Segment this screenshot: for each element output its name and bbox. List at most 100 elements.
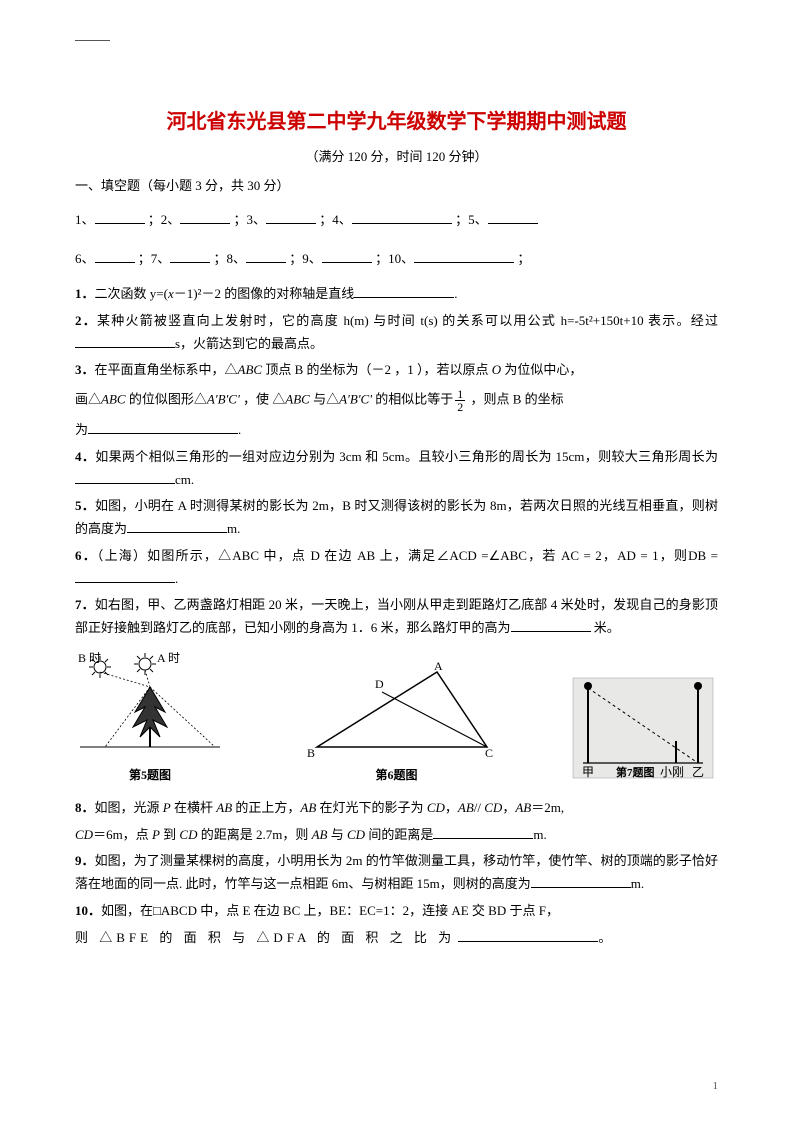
label-d: D <box>375 677 384 691</box>
question-3-line3: 为. <box>75 419 718 442</box>
q8-text: 到 <box>160 827 180 842</box>
question-number: 5． <box>75 498 95 513</box>
q8-text: 在灯光下的影子为 <box>316 800 427 815</box>
blank-label: ； <box>517 251 530 266</box>
q8-text: m. <box>533 827 546 842</box>
figure-7: 甲 小刚 乙 第7题图 <box>568 673 718 783</box>
q3-text: 为 <box>75 422 88 437</box>
question-3: 3．在平面直角坐标系中，△ABC 顶点 B 的坐标为（－2 ，1 ），若以原点 … <box>75 359 718 382</box>
q1-text: 二次函数 y=( <box>95 286 168 301</box>
q3-text: 与△ <box>310 392 339 407</box>
q8-text: 间的距离是 <box>365 827 433 842</box>
triangle-abc-prime: A'B'C' <box>339 392 372 407</box>
figure-6: A B C D 第6题图 <box>297 662 497 783</box>
blank-label: ；9、 <box>289 251 322 266</box>
blank-underline <box>433 825 533 839</box>
fig7-caption-inline: 第7题图 <box>616 765 655 779</box>
blank-label: ；7、 <box>138 251 171 266</box>
q6-text: . <box>175 571 178 586</box>
blank-underline <box>75 569 175 583</box>
question-number: 6． <box>75 548 97 563</box>
q8-text: 的距离是 2.7m，则 <box>197 827 311 842</box>
q7-text: 米。 <box>591 620 620 635</box>
blank-underline <box>75 334 175 348</box>
q2-text: 某种火箭被竖直向上发射时，它的高度 h(m) 与时间 t(s) 的关系可以用公式… <box>97 313 718 328</box>
blank-label: ；5、 <box>455 212 488 227</box>
question-number: 2． <box>75 313 97 328</box>
var-p: P <box>163 800 171 815</box>
var-p: P <box>152 827 160 842</box>
label-c: C <box>485 746 493 760</box>
section-header: 一、填空题（每小题 3 分，共 30 分） <box>75 175 718 194</box>
var-ab: AB <box>515 800 531 815</box>
question-number: 8． <box>75 800 95 815</box>
blank-label: ；8、 <box>214 251 247 266</box>
q4-text: 如果两个相似三角形的一组对应边分别为 3cm 和 5cm。且较小三角形的周长为 … <box>95 449 718 464</box>
question-1: 1．二次函数 y=(x－1)²－2 的图像的对称轴是直线. <box>75 283 718 306</box>
answer-blank-row-1: 1、 ；2、 ；3、 ；4、 ；5、 <box>75 206 718 235</box>
blank-underline <box>170 249 210 263</box>
blank-underline <box>322 249 372 263</box>
var-ab: AB <box>216 800 232 815</box>
figure-6-svg: A B C D <box>297 662 497 762</box>
q8-text: ， <box>502 800 515 815</box>
subtitle: （满分 120 分，时间 120 分钟） <box>75 146 718 165</box>
figure-6-caption: 第6题图 <box>297 766 497 783</box>
question-8: 8．如图，光源 P 在横杆 AB 的正上方，AB 在灯光下的影子为 CD，AB/… <box>75 797 718 820</box>
label-b-time: B 时 <box>78 652 101 665</box>
q9-text: m. <box>631 876 644 891</box>
var-cd: CD <box>75 827 93 842</box>
q3-text: ，则点 B 的坐标 <box>467 392 563 407</box>
blank-underline <box>511 618 591 632</box>
question-number: 3． <box>75 362 95 377</box>
q5-text: m. <box>227 521 240 536</box>
question-number: 7． <box>75 597 95 612</box>
blank-underline <box>95 210 145 224</box>
fraction-denominator: 2 <box>455 401 465 413</box>
var-cd: CD <box>179 827 197 842</box>
var-o: O <box>492 362 501 377</box>
question-6: 6．（上海）如图所示，△ABC 中，点 D 在边 AB 上，满足∠ACD =∠A… <box>75 545 718 591</box>
triangle-abc: ABC <box>238 362 263 377</box>
figures-row: B 时 A 时 第5题图 A B C D 第6题图 <box>75 652 718 783</box>
q8-text: 的正上方， <box>232 800 300 815</box>
header-rule <box>75 40 110 41</box>
question-5: 5．如图，小明在 A 时测得某树的影长为 2m，B 时又测得该树的影长为 8m，… <box>75 495 718 541</box>
blank-underline <box>488 210 538 224</box>
q8-text: // <box>474 800 484 815</box>
q3-text: 的相似比等于 <box>372 392 453 407</box>
label-a-time: A 时 <box>157 652 180 665</box>
q10-text: 则 △BFE 的 面 积 与 △DFA 的 面 积 之 比 为 <box>75 930 455 945</box>
triangle-abc: ABC <box>101 392 126 407</box>
q1-text: . <box>454 286 457 301</box>
figure-5: B 时 A 时 第5题图 <box>75 652 225 783</box>
q8-text: ＝2m, <box>531 800 564 815</box>
q10-text: 如图，在□ABCD 中，点 E 在边 BC 上，BE：EC=1：2，连接 AE … <box>101 903 559 918</box>
figure-7-svg: 甲 小刚 乙 第7题图 <box>568 673 718 783</box>
var-cd: CD <box>484 800 502 815</box>
blank-underline <box>246 249 286 263</box>
q8-text: 与 <box>327 827 347 842</box>
page-title: 河北省东光县第二中学九年级数学下学期期中测试题 <box>75 105 718 134</box>
q3-text: 为位似中心， <box>501 362 582 377</box>
q1-text: －1)²－2 的图像的对称轴是直线 <box>174 286 354 301</box>
question-9: 9．如图，为了测量某棵树的高度，小明用长为 2m 的竹竿做测量工具，移动竹竿，使… <box>75 850 718 896</box>
question-number: 9． <box>75 853 95 868</box>
blank-underline <box>352 210 452 224</box>
q7-text: 如右图，甲、乙两盏路灯相距 20 米，一天晚上，当小刚从甲走到距路灯乙底部 4 … <box>75 597 718 635</box>
q4-text: cm. <box>175 472 194 487</box>
question-8-line2: CD＝6m，点 P 到 CD 的距离是 2.7m，则 AB 与 CD 间的距离是… <box>75 824 718 847</box>
q3-text: ，使 △ <box>240 392 286 407</box>
var-ab: AB <box>300 800 316 815</box>
blank-underline <box>127 519 227 533</box>
q8-text: ＝6m，点 <box>93 827 152 842</box>
blank-label: ；10、 <box>375 251 414 266</box>
var-ab: AB <box>458 800 474 815</box>
blank-label: 6、 <box>75 251 95 266</box>
label-b: B <box>307 746 315 760</box>
q3-text: 顶点 B 的坐标为（－2 ，1 ），若以原点 <box>262 362 492 377</box>
blank-label: ；4、 <box>319 212 352 227</box>
triangle-abc-prime: A'B'C' <box>207 392 240 407</box>
blank-underline <box>75 470 175 484</box>
blank-underline <box>354 284 454 298</box>
